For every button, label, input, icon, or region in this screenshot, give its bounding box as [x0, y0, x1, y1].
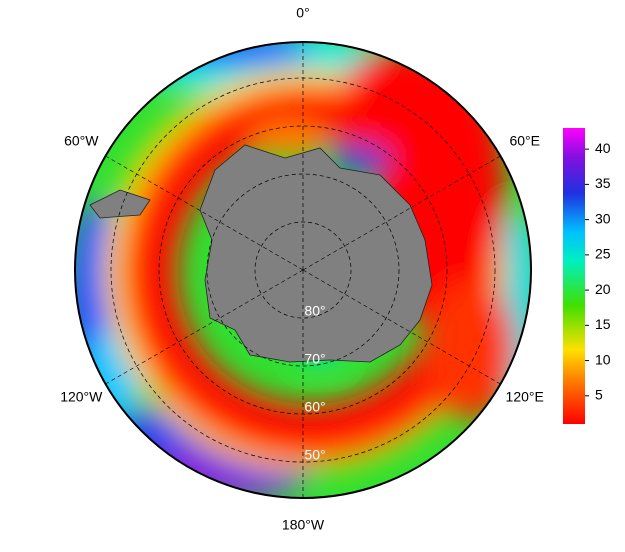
meridian [302, 269, 501, 385]
latitude-label: 50° [304, 447, 325, 463]
colorbar-tick-label: 30 [595, 210, 611, 226]
latitude-label: 60° [304, 399, 325, 415]
colorbar-tick-label: 5 [595, 387, 603, 403]
colorbar-tick-label: 15 [595, 316, 611, 332]
antarctica [199, 144, 433, 363]
south-america [89, 189, 151, 219]
latitude-circle [206, 173, 400, 367]
graticule [105, 42, 501, 498]
latitude-label: 70° [304, 351, 325, 367]
meridian [105, 269, 304, 385]
colorbar-tick-label: 35 [595, 175, 611, 191]
longitude-label: 0° [296, 5, 309, 21]
longitude-label: 120°E [506, 389, 544, 405]
data-field [75, 42, 531, 498]
longitude-label: 60°E [509, 133, 540, 149]
latitude-circle [254, 221, 352, 319]
map-border [74, 41, 532, 499]
colorbar-tick-label: 10 [595, 351, 611, 367]
meridian [105, 155, 304, 271]
labels: 80° 70° 60° 50° 0° 60°E 120°E 180°W 120°W 60°W 5 10… [60, 5, 611, 533]
colorbar-tick-label: 40 [595, 140, 611, 156]
latitude-label: 80° [304, 303, 325, 319]
colorbar-tick-label: 20 [595, 281, 611, 297]
longitude-label: 60°W [64, 133, 99, 149]
colorbar [563, 128, 585, 424]
colorbar-tick-label: 25 [595, 246, 611, 262]
longitude-label: 120°W [60, 389, 103, 405]
longitude-label: 180°W [282, 517, 325, 533]
meridian [302, 155, 501, 271]
